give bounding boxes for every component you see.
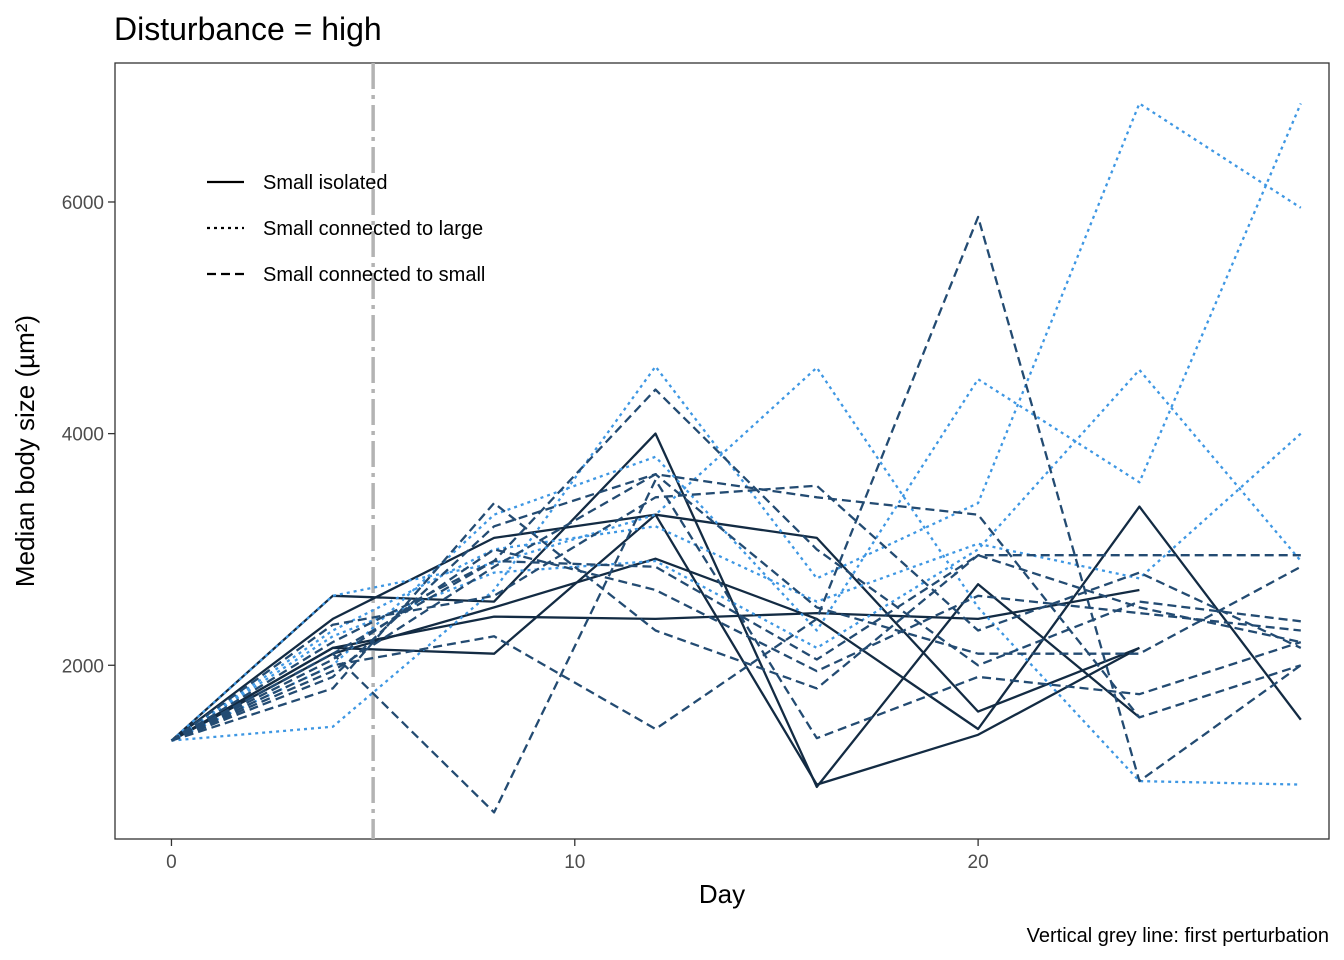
plot-panel <box>114 62 1330 840</box>
series-layer <box>170 102 1302 814</box>
series-line <box>171 215 1302 783</box>
series-line <box>171 102 1302 742</box>
chart-caption: Vertical grey line: first perturbation <box>1027 925 1329 947</box>
series-line <box>170 554 1302 742</box>
axes: 0 10 20 2000 4000 6000 <box>62 193 989 873</box>
series-line <box>170 366 1301 786</box>
y-axis-label: Median body size (µm²) <box>10 315 40 587</box>
series-line <box>170 588 1140 742</box>
series-line <box>170 432 1141 789</box>
series-line <box>171 501 1301 742</box>
chart-title: Disturbance = high <box>114 11 382 47</box>
x-tick-label: 0 <box>166 852 177 873</box>
series-line <box>170 484 1302 742</box>
series-line <box>170 505 1302 742</box>
x-axis-label: Day <box>699 879 745 909</box>
y-tick-label: 4000 <box>62 425 104 446</box>
series-line <box>170 388 1301 742</box>
legend-label: Small isolated <box>263 172 388 194</box>
series-line <box>171 103 1302 742</box>
x-tick-label: 20 <box>968 852 989 873</box>
y-tick-label: 6000 <box>62 193 104 214</box>
legend-label: Small connected to large <box>263 218 483 240</box>
series-line <box>170 432 1302 742</box>
series-line <box>171 473 1302 742</box>
x-tick-label: 10 <box>564 852 585 873</box>
series-line <box>170 478 1302 814</box>
series-line <box>170 548 1301 742</box>
series-line <box>171 473 1302 742</box>
legend: Small isolated Small connected to large Sm… <box>207 172 485 286</box>
legend-label: Small connected to small <box>263 264 485 286</box>
series-line <box>170 368 1302 742</box>
y-tick-label: 2000 <box>62 656 104 677</box>
